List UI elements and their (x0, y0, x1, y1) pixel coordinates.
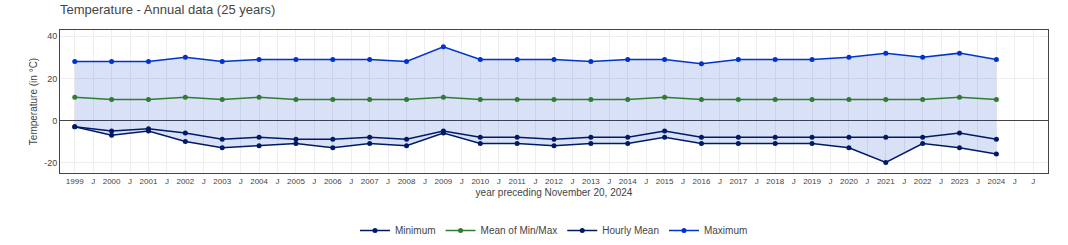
svg-text:2020: 2020 (840, 177, 858, 186)
svg-text:J: J (1013, 177, 1017, 186)
svg-text:J: J (976, 177, 980, 186)
svg-text:2003: 2003 (213, 177, 231, 186)
svg-text:2004: 2004 (250, 177, 268, 186)
svg-text:J: J (902, 177, 906, 186)
svg-text:2019: 2019 (803, 177, 821, 186)
svg-text:J: J (312, 177, 316, 186)
svg-text:2006: 2006 (324, 177, 342, 186)
svg-text:J: J (460, 177, 464, 186)
svg-text:J: J (755, 177, 759, 186)
svg-text:J: J (202, 177, 206, 186)
svg-text:J: J (644, 177, 648, 186)
svg-text:Hourly Mean: Hourly Mean (602, 225, 659, 236)
svg-text:J: J (386, 177, 390, 186)
svg-text:J: J (276, 177, 280, 186)
svg-text:J: J (534, 177, 538, 186)
svg-text:2015: 2015 (656, 177, 674, 186)
svg-text:40: 40 (47, 31, 57, 41)
svg-text:Temperature - Annual data (25: Temperature - Annual data (25 years) (60, 2, 275, 17)
svg-text:20: 20 (47, 74, 57, 84)
svg-text:2005: 2005 (287, 177, 305, 186)
svg-text:2001: 2001 (140, 177, 158, 186)
svg-text:J: J (91, 177, 95, 186)
svg-text:2023: 2023 (951, 177, 969, 186)
svg-text:Mean of Min/Max: Mean of Min/Max (481, 225, 558, 236)
svg-text:2024: 2024 (987, 177, 1005, 186)
svg-text:1999: 1999 (66, 177, 84, 186)
svg-text:J: J (828, 177, 832, 186)
svg-text:J: J (939, 177, 943, 186)
svg-text:Minimum: Minimum (395, 225, 436, 236)
svg-text:2010: 2010 (471, 177, 489, 186)
svg-text:J: J (349, 177, 353, 186)
svg-text:2008: 2008 (398, 177, 416, 186)
svg-text:J: J (718, 177, 722, 186)
svg-text:J: J (497, 177, 501, 186)
svg-text:2014: 2014 (619, 177, 637, 186)
svg-text:2012: 2012 (545, 177, 563, 186)
svg-text:2007: 2007 (361, 177, 379, 186)
svg-text:2002: 2002 (176, 177, 194, 186)
svg-text:0: 0 (52, 116, 57, 126)
svg-text:J: J (423, 177, 427, 186)
svg-text:Temperature (in °C): Temperature (in °C) (28, 58, 39, 145)
svg-text:2016: 2016 (693, 177, 711, 186)
svg-text:J: J (681, 177, 685, 186)
svg-text:2017: 2017 (729, 177, 747, 186)
svg-text:2021: 2021 (877, 177, 895, 186)
svg-text:J: J (165, 177, 169, 186)
svg-text:2009: 2009 (435, 177, 453, 186)
svg-text:year preceding November 20, 20: year preceding November 20, 2024 (476, 187, 633, 198)
svg-text:J: J (1031, 177, 1035, 186)
svg-text:J: J (239, 177, 243, 186)
svg-text:J: J (865, 177, 869, 186)
svg-text:J: J (128, 177, 132, 186)
svg-text:2011: 2011 (509, 177, 527, 186)
svg-text:J: J (792, 177, 796, 186)
svg-text:2000: 2000 (103, 177, 121, 186)
svg-text:2013: 2013 (582, 177, 600, 186)
svg-text:J: J (570, 177, 574, 186)
svg-text:2022: 2022 (914, 177, 932, 186)
svg-text:J: J (607, 177, 611, 186)
svg-text:-20: -20 (44, 158, 57, 168)
svg-text:2018: 2018 (766, 177, 784, 186)
svg-text:Maximum: Maximum (704, 225, 747, 236)
